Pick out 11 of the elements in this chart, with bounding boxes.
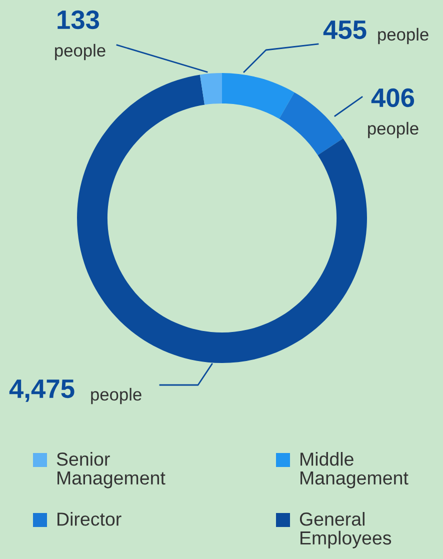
donut-slice <box>279 92 344 156</box>
legend-label: Director <box>58 512 122 526</box>
legend-label: Senior Management <box>56 452 166 488</box>
data-label: 4,475 people <box>9 380 142 404</box>
data-label: 455 people <box>323 20 428 44</box>
legend-label: General Employees <box>300 512 392 548</box>
data-label: 133 people <box>55 10 106 60</box>
donut-slice <box>222 73 294 119</box>
legend-label: Middle Management <box>300 452 408 488</box>
donut-slice <box>200 73 222 105</box>
data-label: 406 people <box>368 88 418 138</box>
